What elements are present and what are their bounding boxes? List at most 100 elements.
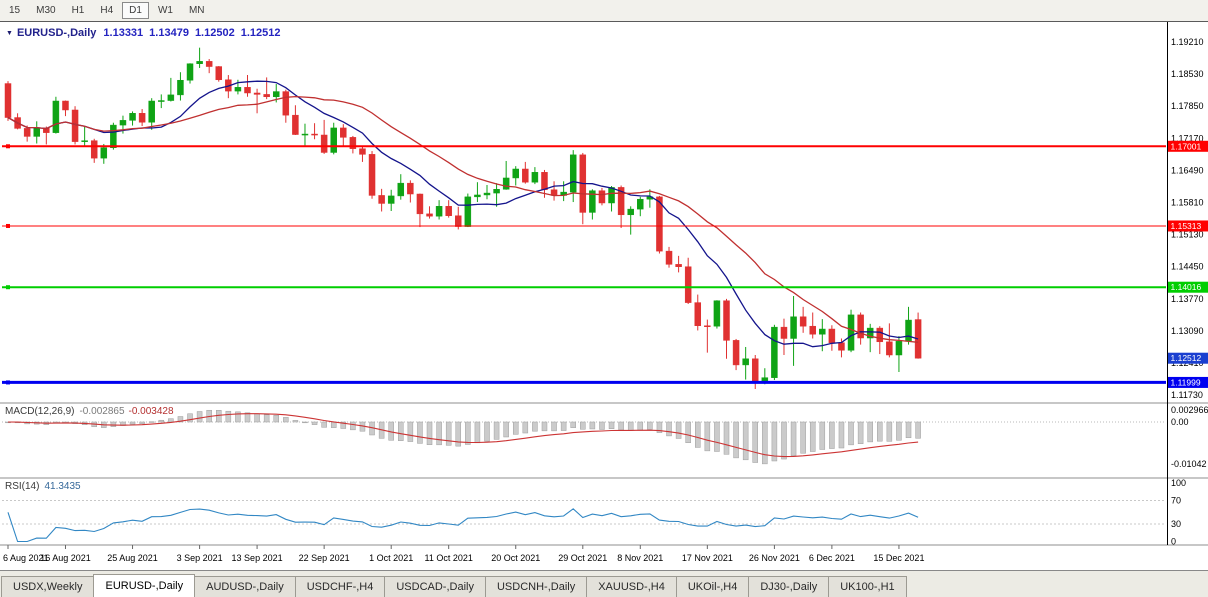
candle-body bbox=[445, 206, 452, 216]
chart-tab-DJ30-,Daily[interactable]: DJ30-,Daily bbox=[748, 576, 830, 597]
timeframe-button-H4[interactable]: H4 bbox=[100, 5, 114, 16]
macd-histogram-bar bbox=[484, 421, 490, 442]
candle-body bbox=[90, 140, 98, 159]
candle-body bbox=[656, 196, 663, 252]
macd-histogram-bar bbox=[330, 421, 337, 428]
date-tick-label: 22 Sep 2021 bbox=[299, 553, 350, 563]
candle-body bbox=[167, 94, 175, 101]
candle-body bbox=[905, 319, 912, 342]
hline-handle[interactable] bbox=[6, 285, 10, 290]
price-tick-label: 1.13090 bbox=[1171, 326, 1204, 336]
macd-histogram-bar bbox=[244, 412, 251, 423]
date-tick-label: 17 Nov 2021 bbox=[682, 553, 733, 563]
macd-histogram-bar bbox=[915, 421, 921, 439]
timeframe-button-15[interactable]: 15 bbox=[9, 5, 21, 16]
date-tick-label: 3 Sep 2021 bbox=[177, 553, 223, 563]
candle-body bbox=[684, 266, 692, 303]
candle-body bbox=[838, 342, 845, 351]
candle-body bbox=[675, 264, 682, 267]
macd-histogram-bar bbox=[139, 421, 145, 424]
candle-body bbox=[694, 302, 702, 326]
rsi-value: 41.3435 bbox=[44, 481, 81, 492]
candle-body bbox=[397, 182, 405, 197]
chart-tab-UKOil-,H4[interactable]: UKOil-,H4 bbox=[675, 576, 750, 597]
macd-histogram-bar bbox=[493, 421, 500, 440]
hline-handle[interactable] bbox=[6, 380, 10, 385]
macd-histogram-bar bbox=[532, 421, 538, 432]
macd-histogram-bar bbox=[877, 421, 883, 442]
timeframe-button-MN[interactable]: MN bbox=[188, 5, 205, 16]
hline-price-flag[interactable] bbox=[1168, 281, 1208, 293]
macd-histogram-bar bbox=[522, 421, 529, 434]
candle-body bbox=[780, 326, 788, 339]
candle-body bbox=[876, 327, 884, 343]
candle-body bbox=[23, 128, 31, 137]
candle-body bbox=[158, 100, 165, 102]
candle-body bbox=[665, 250, 673, 265]
macd-histogram-bar bbox=[666, 421, 672, 437]
date-tick-label: 25 Aug 2021 bbox=[107, 553, 158, 563]
macd-histogram-bar bbox=[455, 421, 462, 447]
macd-histogram-bar bbox=[196, 411, 203, 423]
candle-body bbox=[886, 341, 893, 356]
candle-body bbox=[819, 328, 826, 335]
hline-price-flag[interactable] bbox=[1168, 376, 1208, 388]
hline-handle[interactable] bbox=[6, 144, 10, 149]
macd-histogram-bar bbox=[512, 421, 519, 435]
macd-histogram-bar bbox=[541, 421, 548, 432]
chart-tab-AUDUSD-,Daily[interactable]: AUDUSD-,Daily bbox=[194, 576, 296, 597]
macd-histogram-bar bbox=[647, 421, 653, 430]
candle-body bbox=[330, 127, 337, 153]
candle-body bbox=[416, 193, 424, 215]
candle-body bbox=[522, 168, 529, 183]
macd-histogram-bar bbox=[235, 411, 241, 423]
timeframe-button-D1[interactable]: D1 bbox=[122, 2, 149, 19]
macd-histogram-bar bbox=[723, 421, 730, 455]
candle-body bbox=[742, 358, 749, 366]
macd-histogram-bar bbox=[560, 421, 567, 431]
candle-body bbox=[177, 79, 184, 96]
macd-name: MACD(12,26,9) bbox=[5, 406, 75, 417]
price-tick-label: 1.11730 bbox=[1171, 390, 1203, 400]
price-tick-label: 1.17850 bbox=[1171, 101, 1204, 111]
macd-histogram-bar bbox=[790, 421, 797, 456]
chart-tab-EURUSD-,Daily[interactable]: EURUSD-,Daily bbox=[93, 574, 196, 597]
chart-tab-UK100-,H1[interactable]: UK100-,H1 bbox=[828, 576, 907, 597]
chevron-down-icon[interactable]: ▼ bbox=[6, 29, 13, 37]
timeframe-button-M30[interactable]: M30 bbox=[36, 5, 56, 16]
chart-tab-USDX,Weekly[interactable]: USDX,Weekly bbox=[1, 576, 95, 597]
price-tick-label: 1.15810 bbox=[1171, 198, 1204, 208]
hline-price-flag[interactable] bbox=[1168, 140, 1208, 152]
rsi-name: RSI(14) bbox=[5, 481, 40, 492]
macd-histogram-bar bbox=[340, 421, 347, 429]
rsi-axis-label: 30 bbox=[1171, 519, 1181, 529]
chart-area[interactable]: 1.19210 1.18530 1.17850 1.17170 1.16490 1.158… bbox=[0, 22, 1208, 570]
candle-body bbox=[138, 113, 146, 123]
macd-histogram-bar bbox=[129, 421, 136, 425]
ohlc-high: 1.13479 bbox=[149, 27, 189, 39]
date-tick-label: 1 Oct 2021 bbox=[369, 553, 413, 563]
timeframe-button-W1[interactable]: W1 bbox=[157, 5, 173, 16]
chart-tab-USDCAD-,Daily[interactable]: USDCAD-,Daily bbox=[384, 576, 486, 597]
hline-handle[interactable] bbox=[6, 223, 10, 228]
chart-tab-USDCHF-,H4[interactable]: USDCHF-,H4 bbox=[294, 576, 386, 597]
macd-histogram-bar bbox=[580, 421, 586, 430]
hline-price-flag-text: 1.11999 bbox=[1171, 377, 1201, 387]
macd-histogram-bar bbox=[695, 421, 701, 448]
hline-price-flag[interactable] bbox=[1168, 220, 1208, 232]
macd-histogram-bar bbox=[570, 421, 576, 428]
macd-histogram-bar bbox=[675, 421, 682, 439]
candle-body bbox=[359, 148, 366, 155]
price-tick-label: 1.14450 bbox=[1171, 262, 1204, 272]
chart-tab-XAUUSD-,H4[interactable]: XAUUSD-,H4 bbox=[586, 576, 677, 597]
date-tick-label: 8 Nov 2021 bbox=[617, 553, 663, 563]
candle-body bbox=[732, 340, 740, 366]
date-tick-label: 26 Nov 2021 bbox=[749, 553, 800, 563]
candle-body bbox=[857, 314, 864, 339]
chart-tab-USDCNH-,Daily[interactable]: USDCNH-,Daily bbox=[484, 576, 588, 597]
macd-histogram-bar bbox=[752, 421, 758, 463]
timeframe-button-H1[interactable]: H1 bbox=[71, 5, 85, 16]
macd-histogram-bar bbox=[311, 421, 318, 425]
candle-body bbox=[368, 154, 376, 196]
macd-histogram-bar bbox=[608, 421, 615, 429]
